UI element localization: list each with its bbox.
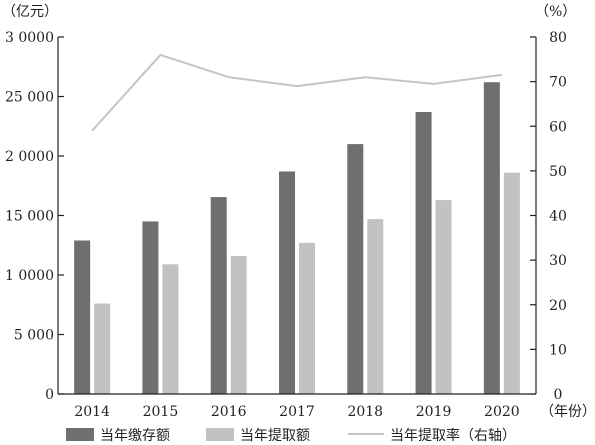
legend-label-deposit: 当年缴存额 (100, 428, 170, 444)
legend-swatch-deposit (66, 428, 94, 441)
right-tick-label: 0 (554, 387, 563, 403)
right-tick-label: 70 (549, 75, 567, 91)
x-axis-unit: （年份） (540, 404, 595, 420)
left-axis-ticks: 0 5 000 1 0000 15 000 2 0000 25 000 3 0000 (5, 30, 64, 403)
bars (74, 82, 520, 394)
line-series (91, 53, 503, 132)
right-tick-label: 10 (549, 342, 567, 358)
left-tick-label: 15 000 (5, 209, 54, 225)
rate-line (91, 53, 503, 132)
bar-withdrawal (162, 264, 179, 394)
right-axis-ticks: 0 10 20 30 40 50 60 70 80 (530, 30, 567, 403)
right-tick-label: 40 (549, 209, 567, 225)
right-tick-label: 20 (549, 298, 567, 314)
x-tick-label: 2015 (143, 404, 179, 420)
right-tick-label: 30 (549, 253, 567, 269)
right-tick-label: 80 (549, 30, 567, 46)
left-tick-label: 2 0000 (5, 149, 54, 165)
legend-label-withdrawal: 当年提取额 (240, 428, 310, 444)
bar-withdrawal (94, 303, 111, 394)
bar-withdrawal (299, 242, 315, 394)
x-axis-labels: 2014 2015 2016 2017 2018 2019 2020 (74, 404, 519, 420)
left-axis-unit: （亿元） (2, 4, 58, 20)
x-tick-label: 2018 (347, 404, 383, 420)
legend: 当年缴存额 当年提取额 当年提取率（右轴） (66, 427, 516, 444)
bar-deposit (347, 144, 364, 394)
right-axis-unit: （%） (535, 4, 576, 20)
right-tick-label: 50 (549, 164, 567, 180)
x-tick-label: 2019 (416, 404, 452, 420)
x-tick-label: 2017 (279, 404, 315, 420)
bar-deposit (74, 240, 91, 394)
left-tick-label: 1 0000 (5, 268, 54, 284)
bar-withdrawal (435, 200, 452, 394)
bar-deposit (279, 171, 295, 394)
x-tick-label: 2020 (484, 404, 520, 420)
bar-deposit (415, 111, 432, 394)
bar-withdrawal (230, 255, 247, 394)
bar-withdrawal (503, 172, 520, 394)
legend-label-rate: 当年提取率（右轴） (390, 427, 516, 444)
legend-swatch-withdrawal (206, 428, 234, 441)
left-tick-label: 25 000 (5, 90, 54, 106)
bar-deposit (483, 82, 500, 394)
bar-deposit (210, 197, 227, 394)
left-tick-label: 3 0000 (5, 30, 54, 46)
x-tick-label: 2016 (211, 404, 247, 420)
bar-withdrawal (367, 219, 384, 394)
right-tick-label: 60 (549, 119, 567, 135)
x-tick-label: 2014 (74, 404, 110, 420)
left-tick-label: 0 (45, 387, 54, 403)
bar-deposit (142, 221, 159, 394)
left-tick-label: 5 000 (14, 328, 54, 344)
